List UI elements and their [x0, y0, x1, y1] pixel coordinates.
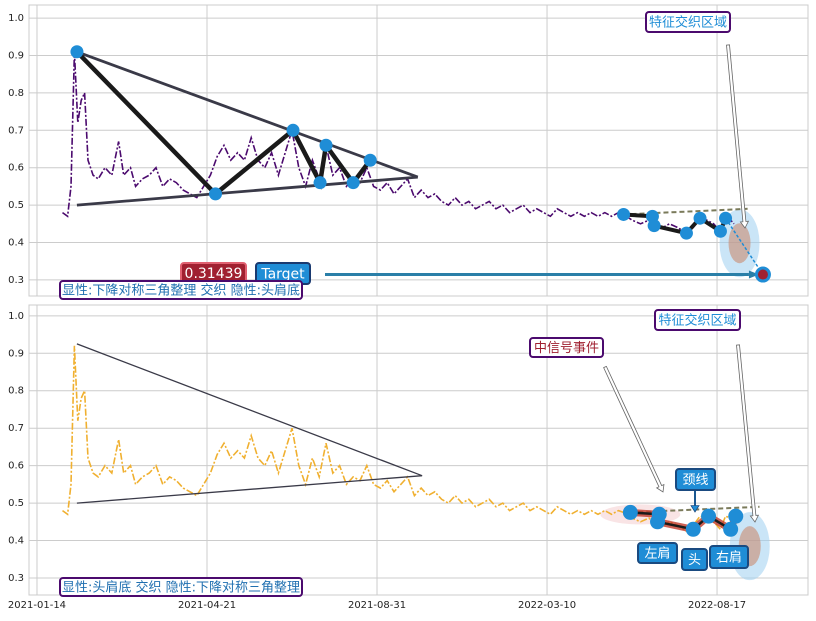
y-tick-label: 1.0 [8, 13, 24, 24]
y-tick-label: 0.9 [8, 50, 24, 61]
y-tick-label: 0.6 [8, 163, 24, 174]
y-tick-label: 0.9 [8, 348, 24, 359]
pattern-point [70, 45, 84, 59]
label-text: 左肩 [644, 546, 670, 562]
label-text: 特征交织区域 [649, 15, 727, 31]
y-tick-label: 0.5 [8, 200, 24, 211]
x-tick-label: 2021-08-31 [348, 600, 406, 611]
label-box [654, 309, 741, 331]
y-tick-label: 0.3 [8, 275, 24, 286]
price-line [62, 345, 735, 533]
pattern-point [713, 224, 727, 238]
triangle-line [76, 50, 419, 179]
pattern-point [723, 521, 739, 537]
y-tick-label: 0.3 [8, 573, 24, 584]
label-box [675, 468, 716, 491]
label-text: Target [260, 267, 305, 283]
y-tick-label: 1.0 [8, 311, 24, 322]
pattern-point [650, 514, 666, 530]
neckline [623, 207, 748, 216]
label-text: 颈线 [682, 473, 708, 488]
pattern-point [286, 123, 300, 137]
y-tick-label: 0.5 [8, 498, 24, 509]
arrow [690, 489, 700, 513]
label-text: 特征交织区域 [658, 313, 736, 329]
pattern-point [693, 211, 707, 225]
y-tick-label: 0.7 [8, 125, 24, 136]
triangle-line [76, 475, 423, 504]
y-tick-label: 0.8 [8, 386, 24, 397]
label-text: 显性:头肩底 交织 隐性:下降对称三角整理 [62, 580, 300, 596]
arrow [603, 365, 665, 493]
pattern-point [701, 508, 717, 524]
label-text: 0.31439 [185, 266, 243, 282]
pattern-point [647, 219, 661, 233]
y-tick-label: 0.8 [8, 88, 24, 99]
label-text: 中信号事件 [534, 341, 599, 356]
label-box [59, 577, 303, 597]
highlight [728, 223, 751, 264]
x-tick-label: 2021-04-21 [178, 600, 236, 611]
triangle-line [76, 343, 423, 477]
x-tick-label: 2022-08-17 [688, 600, 746, 611]
y-tick-label: 0.4 [8, 536, 24, 547]
x-tick-label: 2022-03-10 [518, 600, 576, 611]
pattern-point [363, 153, 377, 167]
pattern-point [319, 138, 333, 152]
label-text: 显性:下降对称三角整理 交织 隐性:头肩底 [62, 283, 300, 299]
arrow [736, 344, 760, 523]
label-box [637, 542, 678, 564]
pattern-point [209, 187, 223, 201]
y-tick-label: 0.7 [8, 423, 24, 434]
label-box [645, 11, 731, 33]
x-tick-label: 2021-01-14 [8, 600, 66, 611]
plot-area [28, 4, 809, 297]
label-box [529, 337, 604, 358]
label-box [59, 280, 303, 300]
label-text: 头 [688, 553, 701, 568]
pattern-point [346, 176, 360, 190]
triangle-line [76, 175, 418, 207]
target-arrow-head [748, 270, 759, 279]
pattern-point [685, 521, 701, 537]
label-box [709, 545, 749, 569]
y-tick-label: 0.4 [8, 238, 24, 249]
pattern-point [622, 504, 638, 520]
label-text: 右肩 [716, 550, 742, 566]
pattern-point [728, 508, 744, 524]
target-path [724, 217, 764, 275]
target-point-core [757, 269, 768, 280]
y-tick-label: 0.6 [8, 461, 24, 472]
label-box [681, 548, 708, 571]
pattern-point [313, 176, 327, 190]
arrow [726, 44, 750, 229]
pattern-point [679, 226, 693, 240]
pattern-point [617, 207, 631, 221]
